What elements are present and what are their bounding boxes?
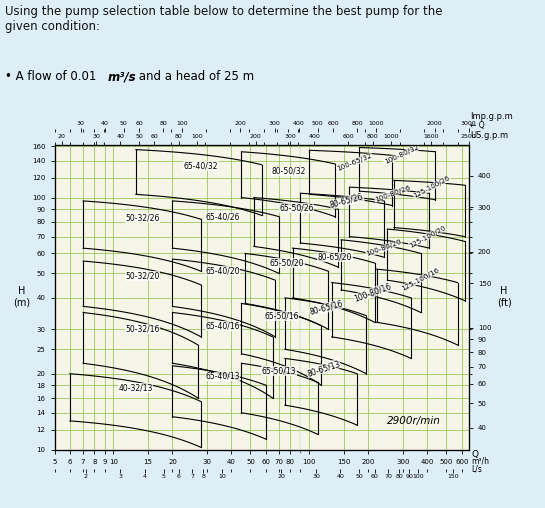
Text: 40-32/13: 40-32/13 [119,384,153,393]
Text: H
(ft): H (ft) [496,287,512,308]
Text: 80-65/16: 80-65/16 [308,299,344,316]
Text: 50-32/20: 50-32/20 [125,271,159,280]
Text: 100-80/20: 100-80/20 [365,239,403,258]
Text: 65-50/26: 65-50/26 [280,203,314,212]
Text: 50-32/26: 50-32/26 [125,213,159,223]
Text: US.g.p.m: US.g.p.m [470,131,508,140]
Text: 65-40/13: 65-40/13 [205,372,240,381]
Text: 80-65/13: 80-65/13 [306,359,341,378]
Text: 65-50/16: 65-50/16 [264,311,299,320]
Text: 100-65/32: 100-65/32 [336,152,373,172]
Text: 65-50/20: 65-50/20 [270,259,305,268]
Text: L/s: L/s [471,464,482,473]
Text: 65-40/20: 65-40/20 [205,267,240,276]
Text: 65-40/26: 65-40/26 [205,212,240,221]
Text: • A flow of 0.01: • A flow of 0.01 [5,70,101,83]
Text: 100-80/16: 100-80/16 [353,281,392,303]
Text: m³/h: m³/h [471,457,489,466]
Text: 125-100/26: 125-100/26 [412,175,451,199]
Text: Imp.g.p.m: Imp.g.p.m [470,112,512,121]
Text: 80-65/20: 80-65/20 [318,252,352,262]
Text: Q: Q [471,450,479,459]
Text: 2900r/min: 2900r/min [386,416,440,426]
Text: 65-40/16: 65-40/16 [205,321,240,330]
Text: H
(m): H (m) [13,287,31,308]
Text: Using the pump selection table below to determine the best pump for the
given co: Using the pump selection table below to … [5,5,443,33]
Text: 80-65/26: 80-65/26 [329,192,365,210]
Text: m³/s: m³/s [108,70,137,83]
Text: 80-50/32: 80-50/32 [271,167,305,176]
Text: and a head of 25 m: and a head of 25 m [135,70,255,83]
Text: 100-80/32: 100-80/32 [383,144,420,165]
Text: 65-50/13: 65-50/13 [262,366,296,375]
Text: 100-80/26: 100-80/26 [374,184,411,203]
Text: 65-40/32: 65-40/32 [184,162,219,171]
Text: 125-100/20: 125-100/20 [408,225,447,249]
Text: 125-100/16: 125-100/16 [401,267,441,292]
Text: ← Q: ← Q [470,121,485,130]
Text: 50-32/16: 50-32/16 [125,325,159,334]
